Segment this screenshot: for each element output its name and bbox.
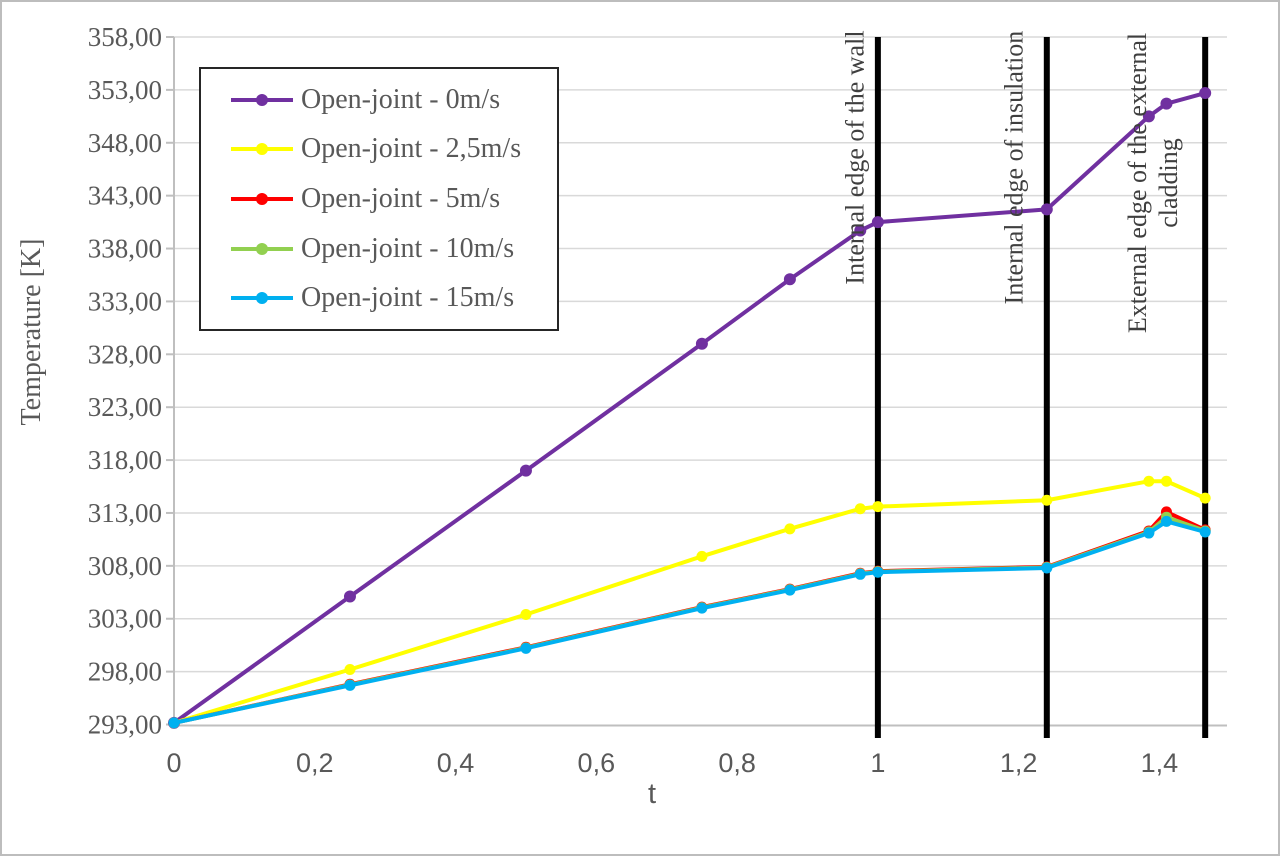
legend-item: Open-joint - 0m/s: [231, 84, 557, 116]
x-tick-label: 0,8: [718, 748, 756, 778]
data-point-marker: [696, 550, 708, 562]
y-tick-label: 343,00: [88, 181, 162, 211]
data-point-marker: [871, 216, 884, 229]
annotation-internal-edge-insulation: Internal edge of insulation: [999, 30, 1029, 305]
data-point-marker: [1160, 515, 1172, 527]
legend-line-marker-swatch: [231, 143, 293, 156]
annotation-internal-edge-wall: Internal edge of the wall: [840, 30, 870, 285]
x-tick-label: 1: [870, 748, 885, 778]
legend-item-label: Open-joint - 15m/s: [301, 282, 515, 314]
data-point-marker: [1143, 475, 1155, 487]
data-point-marker: [344, 664, 356, 675]
annotation-lines: [874, 37, 1209, 738]
y-tick-label: 318,00: [88, 445, 162, 475]
data-point-marker: [519, 464, 532, 477]
y-axis-tick-labels: 293,00 298,00 303,00 308,00 313,00 318,00 323,…: [88, 22, 162, 740]
series-open-joint-2-5m-s: [168, 475, 1211, 729]
annotation-external-edge-cladding: External edge of the external cladding: [1123, 32, 1183, 334]
x-tick-label: 0,6: [578, 748, 616, 778]
legend-item: Open-joint - 2,5m/s: [231, 133, 557, 165]
legend-item-label: Open-joint - 5m/s: [301, 182, 501, 214]
data-point-marker: [1199, 526, 1211, 538]
data-point-marker: [1041, 562, 1053, 574]
y-tick-label: 348,00: [88, 128, 162, 158]
series-line: [173, 515, 1206, 725]
y-tick-label: 323,00: [88, 392, 162, 422]
data-point-marker: [1160, 475, 1172, 487]
series-open-joint-0m-s: [168, 87, 1212, 729]
legend-item: Open-joint - 15m/s: [231, 282, 557, 314]
data-point-marker: [696, 602, 708, 614]
data-point-marker: [695, 337, 708, 350]
data-point-marker: [784, 584, 796, 596]
legend: Open-joint - 0m/s Open-joint - 2,5m/s Open…: [199, 67, 559, 331]
x-tick-label: 1,4: [1141, 748, 1179, 778]
data-point-marker: [344, 679, 356, 691]
data-point-marker: [872, 566, 884, 578]
y-tick-label: 353,00: [88, 75, 162, 105]
data-point-marker: [1142, 110, 1155, 123]
series-line: [173, 479, 1206, 725]
data-point-marker: [520, 609, 532, 620]
legend-item-label: Open-joint - 2,5m/s: [301, 133, 522, 165]
y-tick-label: 333,00: [88, 286, 162, 316]
data-point-marker: [854, 503, 866, 515]
data-point-marker: [168, 717, 180, 729]
x-tick-label: 0: [166, 748, 181, 778]
y-tick-label: 338,00: [88, 234, 162, 264]
x-axis-tick-labels: 0 0,2 0,4 0,6 0,8 1 1,2 1,4: [166, 748, 1178, 778]
x-tick-label: 1,2: [1000, 748, 1038, 778]
data-point-marker: [1160, 97, 1173, 110]
legend-line-marker-swatch: [231, 292, 293, 305]
data-point-marker: [783, 273, 796, 286]
series-open-joint-5m-s: [168, 506, 1211, 729]
y-tick-label: 293,00: [88, 710, 162, 740]
series-line: [173, 519, 1206, 725]
y-tick-label: 303,00: [88, 604, 162, 634]
data-point-marker: [872, 501, 884, 513]
y-tick-label: 313,00: [88, 498, 162, 528]
x-axis-title: t: [647, 778, 657, 810]
y-tick-label: 358,00: [88, 22, 162, 52]
data-point-marker: [520, 642, 532, 654]
y-tick-label: 328,00: [88, 339, 162, 369]
legend-line-marker-swatch: [231, 192, 293, 205]
series-open-joint-15m-s: [168, 515, 1211, 729]
data-point-marker: [784, 523, 796, 535]
data-point-marker: [1143, 527, 1155, 539]
y-axis-title: Temperature [K]: [16, 238, 47, 426]
data-point-marker: [343, 590, 356, 603]
data-point-marker: [1199, 87, 1212, 100]
data-point-marker: [1041, 494, 1053, 506]
axes: [166, 36, 1227, 727]
y-tick-label: 308,00: [88, 551, 162, 581]
data-point-marker: [1199, 492, 1211, 504]
legend-item-label: Open-joint - 10m/s: [301, 232, 515, 264]
legend-line-marker-swatch: [231, 93, 293, 106]
legend-line-marker-swatch: [231, 242, 293, 255]
data-point-marker: [854, 568, 866, 580]
legend-item: Open-joint - 10m/s: [231, 233, 557, 265]
series-open-joint-10m-s: [168, 511, 1211, 729]
legend-item-label: Open-joint - 0m/s: [301, 83, 501, 115]
legend-item: Open-joint - 5m/s: [231, 183, 557, 215]
y-tick-label: 298,00: [88, 657, 162, 687]
x-tick-label: 0,4: [437, 748, 475, 778]
x-tick-label: 0,2: [296, 748, 334, 778]
data-point-marker: [1040, 203, 1053, 216]
data-point-marker: [854, 224, 867, 237]
